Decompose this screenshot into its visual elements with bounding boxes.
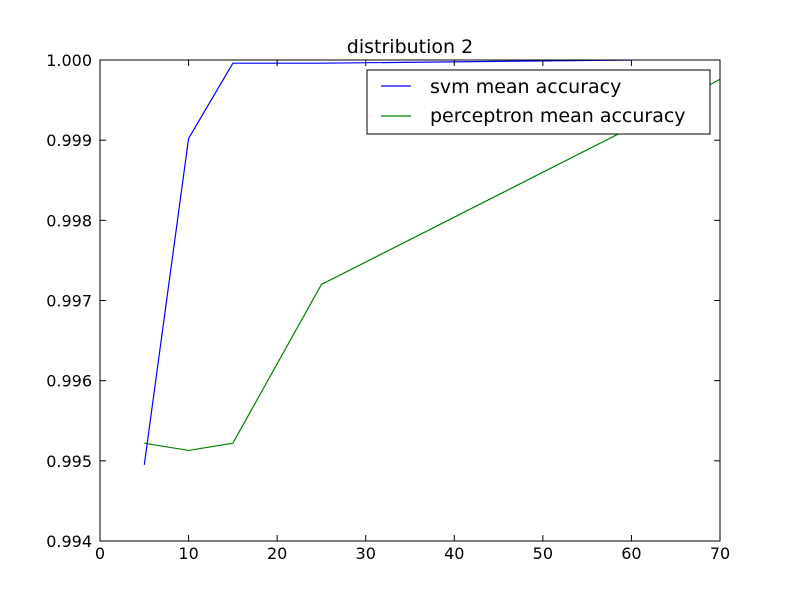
y-tick-label: 0.997 <box>46 292 92 311</box>
x-tick-label: 10 <box>178 544 198 563</box>
x-tick-label: 30 <box>356 544 376 563</box>
x-tick-label: 60 <box>621 544 641 563</box>
legend: svm mean accuracy perceptron mean accura… <box>366 69 711 135</box>
y-tick-label: 0.999 <box>46 131 92 150</box>
x-tick-label: 20 <box>267 544 287 563</box>
x-tick-label: 70 <box>710 544 730 563</box>
legend-label-perceptron: perceptron mean accuracy <box>430 105 686 127</box>
series-line-perceptron <box>144 78 720 452</box>
x-tick-label: 50 <box>533 544 553 563</box>
x-tick-label: 0 <box>95 544 105 563</box>
y-tick-label: 0.996 <box>46 372 92 391</box>
x-tick-label: 40 <box>444 544 464 563</box>
chart-title: distribution 2 <box>347 36 473 58</box>
y-tick-label: 0.994 <box>46 532 92 551</box>
series-line-svm <box>143 60 632 465</box>
y-tick-label: 1.000 <box>46 51 92 70</box>
ticks-layer: 0 10 20 30 40 50 60 70 0.994 0.995 0.996 0.997 0.998… <box>46 51 730 563</box>
legend-box <box>366 69 711 135</box>
y-tick-label: 0.995 <box>46 452 92 471</box>
legend-label-svm: svm mean accuracy <box>430 76 621 98</box>
y-tick-label: 0.998 <box>46 211 92 230</box>
